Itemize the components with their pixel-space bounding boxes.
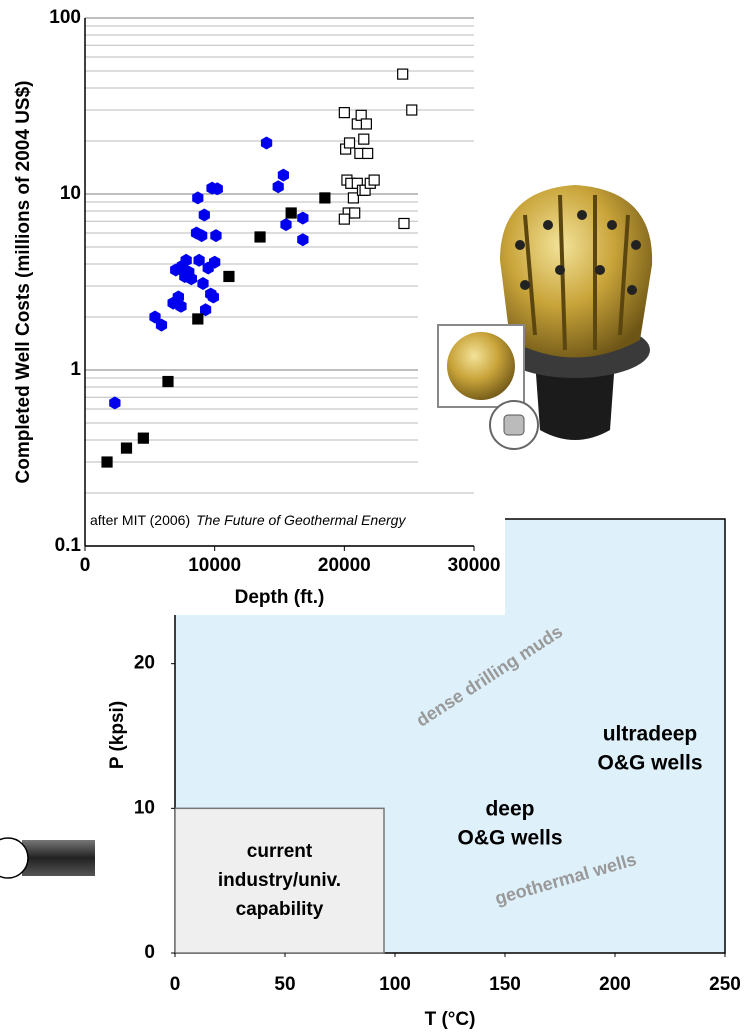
inset-detail bbox=[447, 332, 515, 400]
region-annotation: O&G wells bbox=[457, 827, 562, 850]
x-tick-label: 0 bbox=[170, 974, 181, 995]
data-point bbox=[397, 68, 409, 80]
data-point bbox=[109, 396, 121, 410]
data-point bbox=[223, 270, 235, 283]
x-tick-label: 250 bbox=[709, 974, 741, 995]
data-point bbox=[200, 303, 212, 317]
data-point bbox=[272, 180, 284, 194]
data-point bbox=[193, 253, 205, 267]
data-point bbox=[347, 192, 360, 204]
y-tick-label: 0.1 bbox=[55, 535, 82, 556]
data-point bbox=[162, 375, 174, 388]
data-point bbox=[149, 310, 161, 324]
data-point bbox=[120, 442, 133, 454]
drill-bit-photo bbox=[418, 180, 710, 472]
decoration-bar bbox=[22, 840, 95, 876]
data-point bbox=[297, 233, 309, 247]
data-point bbox=[254, 231, 266, 243]
y-tick-label: 1 bbox=[70, 359, 81, 380]
y-axis-label: Completed Well Costs (millions of 2004 U… bbox=[13, 81, 34, 484]
data-point bbox=[280, 218, 292, 232]
data-point bbox=[398, 217, 410, 230]
bit-cutters bbox=[515, 210, 641, 295]
data-point bbox=[349, 207, 361, 219]
data-point bbox=[101, 456, 113, 468]
x-tick-label: 200 bbox=[599, 974, 631, 995]
y-tick-label: 20 bbox=[134, 653, 155, 674]
bit-shank bbox=[535, 360, 615, 440]
data-point bbox=[197, 277, 209, 290]
data-point bbox=[155, 318, 168, 332]
region-label: capability bbox=[236, 899, 324, 920]
y-tick-label: 0 bbox=[144, 942, 155, 963]
region-label: current bbox=[247, 841, 313, 862]
x-tick-label: 50 bbox=[274, 974, 295, 995]
data-point bbox=[207, 290, 219, 304]
x-tick-label: 100 bbox=[379, 974, 411, 995]
data-point bbox=[192, 191, 204, 205]
data-point bbox=[180, 253, 192, 267]
x-axis-label: T (°C) bbox=[425, 1009, 476, 1030]
region-label: industry/univ. bbox=[218, 870, 341, 891]
y-tick-label: 100 bbox=[49, 7, 81, 28]
data-point bbox=[277, 168, 289, 182]
data-point bbox=[360, 118, 372, 130]
data-point bbox=[285, 207, 297, 219]
annotation-source: The Future of Geothermal Energy bbox=[196, 512, 406, 528]
data-point bbox=[260, 136, 273, 150]
y-tick-label: 10 bbox=[60, 183, 81, 204]
data-point bbox=[175, 299, 187, 313]
data-point bbox=[343, 137, 356, 149]
well-cost-chart: 0.1 1 10 100 0 10000 20000 30000 Depth (ft.) Comp… bbox=[13, 7, 500, 608]
capability-region bbox=[174, 807, 385, 954]
data-point bbox=[362, 147, 374, 160]
y-axis-label: P (kpsi) bbox=[107, 701, 128, 769]
data-point bbox=[338, 107, 350, 119]
data-point bbox=[406, 104, 418, 116]
x-tick-label: 0 bbox=[80, 555, 91, 576]
data-point bbox=[196, 229, 208, 243]
data-point bbox=[210, 229, 222, 243]
data-point bbox=[137, 432, 149, 444]
x-tick-label: 150 bbox=[489, 974, 521, 995]
cutter bbox=[503, 414, 525, 436]
data-point bbox=[185, 272, 197, 286]
x-tick-label: 20000 bbox=[318, 555, 371, 576]
region-annotation: ultradeep bbox=[603, 723, 698, 746]
x-tick-label: 10000 bbox=[188, 555, 241, 576]
x-axis-label: Depth (ft.) bbox=[235, 587, 325, 608]
y-tick-label: 10 bbox=[134, 797, 155, 818]
data-point bbox=[198, 208, 210, 222]
data-point bbox=[211, 182, 223, 196]
data-point bbox=[358, 133, 370, 145]
region-annotation: deep bbox=[485, 798, 534, 821]
data-point bbox=[338, 213, 350, 225]
annotation: after MIT (2006) The Future of Geothermal… bbox=[90, 512, 406, 528]
data-point bbox=[192, 313, 204, 325]
decoration-circle bbox=[0, 837, 29, 879]
data-point bbox=[319, 192, 331, 204]
annotation-text: after MIT (2006) bbox=[90, 512, 190, 528]
plot-area bbox=[85, 18, 474, 546]
data-point bbox=[297, 211, 309, 225]
region-annotation: O&G wells bbox=[597, 752, 702, 775]
data-point bbox=[368, 174, 380, 186]
data-point bbox=[209, 255, 221, 269]
x-tick-label: 30000 bbox=[448, 555, 501, 576]
